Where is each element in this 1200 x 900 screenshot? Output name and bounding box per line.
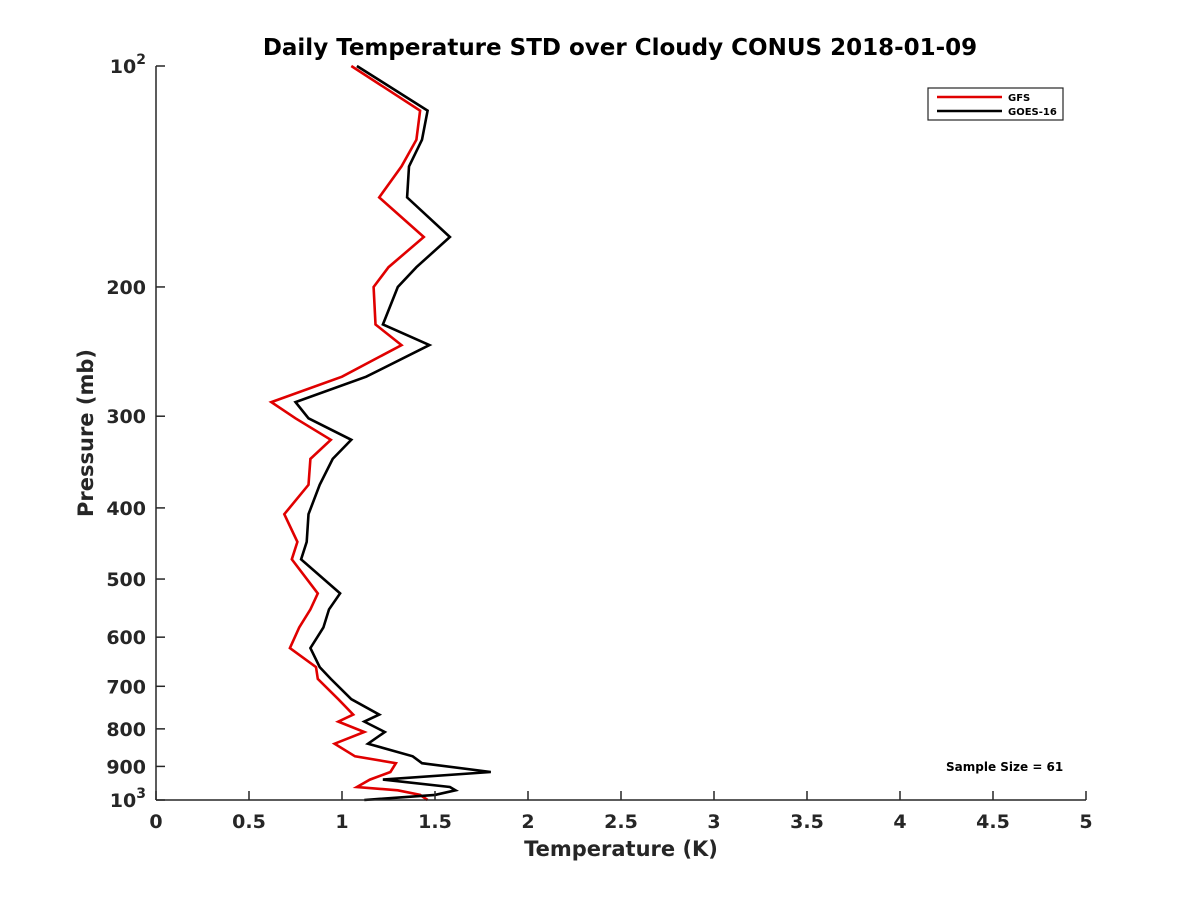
legend-label-goes-16: GOES-16 <box>1008 107 1057 118</box>
y-tick-label: 300 <box>106 406 146 428</box>
legend: GFS GOES-16 <box>927 87 1064 121</box>
y-axis-label: Pressure (mb) <box>74 349 98 517</box>
x-axis-label: Temperature (K) <box>524 837 718 861</box>
y-tick-label: 900 <box>106 756 146 778</box>
x-tick-label: 1 <box>335 811 348 833</box>
y-ticks: 102 200 300 400 500 600 700 800 900 103 <box>106 52 165 812</box>
y-tick-label: 200 <box>106 277 146 299</box>
y-tick-label: 400 <box>106 498 146 520</box>
x-tick-label: 3 <box>707 811 720 833</box>
y-tick-label: 800 <box>106 719 146 741</box>
y-tick-label: 103 <box>110 786 146 812</box>
x-tick-label: 0 <box>149 811 162 833</box>
series-layer <box>268 64 491 802</box>
x-tick-label: 0.5 <box>232 811 266 833</box>
chart-title: Daily Temperature STD over Cloudy CONUS … <box>263 35 977 61</box>
series-line-gfs <box>268 64 429 802</box>
x-tick-label: 1.5 <box>418 811 452 833</box>
x-ticks: 0 0.5 1 1.5 2 2.5 3 3.5 4 4.5 5 <box>149 791 1093 833</box>
x-tick-label: 4.5 <box>976 811 1010 833</box>
y-tick-label: 500 <box>106 569 146 591</box>
x-tick-label: 2 <box>521 811 534 833</box>
axes <box>155 66 1086 801</box>
legend-box <box>927 87 1064 121</box>
x-tick-label: 4 <box>893 811 906 833</box>
sample-size-annotation: Sample Size = 61 <box>946 760 1063 774</box>
y-tick-label: 700 <box>106 676 146 698</box>
x-tick-label: 2.5 <box>604 811 638 833</box>
series-line-goes-16 <box>293 64 491 802</box>
x-tick-label: 5 <box>1079 811 1092 833</box>
legend-label-gfs: GFS <box>1008 93 1030 104</box>
y-tick-label: 600 <box>106 627 146 649</box>
x-tick-label: 3.5 <box>790 811 824 833</box>
y-tick-label: 102 <box>110 52 146 78</box>
